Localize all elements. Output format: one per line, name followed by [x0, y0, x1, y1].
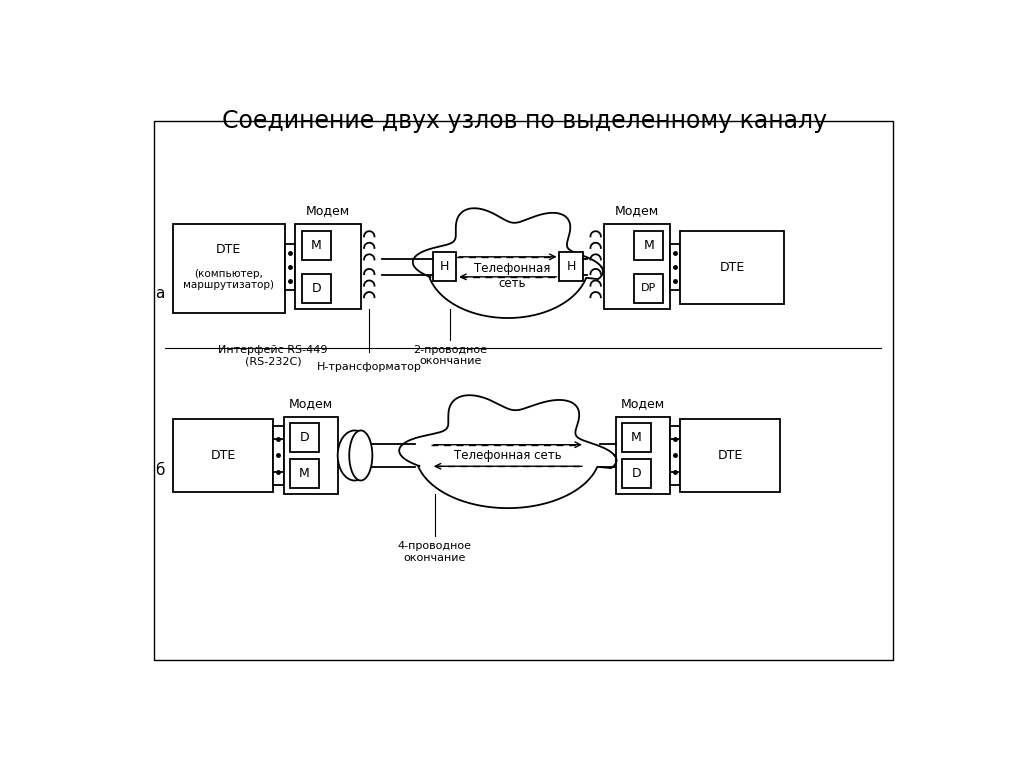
Text: M: M [643, 239, 654, 252]
Bar [622, 423, 651, 453]
Bar [173, 225, 285, 313]
Bar [273, 426, 284, 485]
Bar [670, 426, 680, 485]
Text: Интерфейс RS-449
(RS-232C): Интерфейс RS-449 (RS-232C) [218, 344, 328, 366]
Text: DTE: DTE [210, 449, 236, 463]
Text: 2-проводное
окончание: 2-проводное окончание [413, 344, 487, 366]
Polygon shape [413, 208, 603, 318]
Text: Модем: Модем [614, 204, 659, 217]
Ellipse shape [338, 430, 372, 480]
Text: Модем: Модем [306, 204, 350, 217]
Bar [284, 417, 338, 494]
Bar [301, 231, 331, 260]
Bar [634, 231, 664, 260]
Text: M: M [631, 431, 642, 444]
Text: Телефонная
сеть: Телефонная сеть [473, 262, 550, 290]
Text: Телефонная сеть: Телефонная сеть [454, 449, 562, 462]
Text: Модем: Модем [289, 397, 333, 410]
Text: D: D [311, 282, 321, 295]
Text: DTE: DTE [216, 243, 242, 255]
Bar [173, 420, 273, 492]
Bar [615, 417, 670, 494]
Bar [604, 225, 670, 309]
Text: D: D [300, 431, 309, 444]
Text: DTE: DTE [718, 449, 743, 463]
Text: M: M [310, 239, 322, 252]
Bar [295, 225, 360, 309]
Bar [680, 420, 780, 492]
Bar [290, 459, 319, 488]
Bar [680, 231, 784, 304]
Text: DP: DP [641, 283, 656, 294]
Text: 4-проводное
окончание: 4-проводное окончание [397, 541, 472, 562]
Text: Соединение двух узлов по выделенному каналу: Соединение двух узлов по выделенному кан… [222, 108, 827, 133]
Text: (компьютер,
маршрутизатор): (компьютер, маршрутизатор) [183, 268, 274, 290]
Bar [433, 252, 457, 281]
Text: Модем: Модем [621, 397, 665, 410]
Bar [634, 274, 664, 303]
Text: б: б [155, 463, 165, 479]
Text: D: D [632, 466, 641, 479]
Bar [622, 459, 651, 488]
Polygon shape [399, 395, 616, 509]
Bar [290, 423, 319, 453]
Ellipse shape [349, 430, 373, 480]
Bar [285, 244, 295, 290]
Text: Н-трансформатор: Н-трансформатор [316, 362, 422, 372]
Text: M: M [299, 466, 310, 479]
Bar [559, 252, 583, 281]
Bar [670, 244, 680, 290]
Text: Н: Н [566, 260, 575, 273]
Text: а: а [155, 286, 165, 301]
Bar [301, 274, 331, 303]
Text: Н: Н [440, 260, 450, 273]
Text: DTE: DTE [720, 261, 744, 274]
